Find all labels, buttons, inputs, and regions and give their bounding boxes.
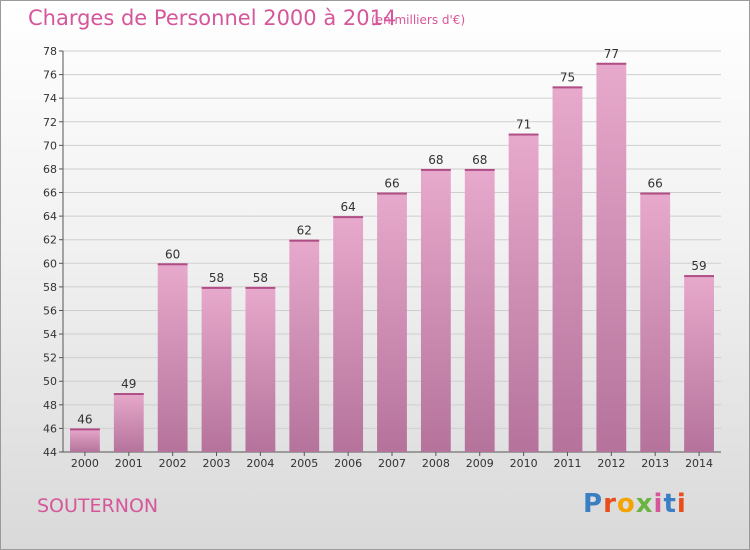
x-tick-label: 2000 <box>71 457 99 470</box>
y-tick-label: 50 <box>43 375 57 388</box>
bar <box>464 168 495 453</box>
bar-value-label: 77 <box>604 47 619 61</box>
labels: 44 46 48 50 52 54 56 58 60 62 64 66 68 70 72 74 76 78 46 20… <box>43 45 713 470</box>
logo-letter: i <box>676 489 687 519</box>
x-tick-label: 2012 <box>597 457 625 470</box>
bar <box>420 168 451 453</box>
bar-top-edge <box>157 263 188 266</box>
bar-value-label: 71 <box>516 118 531 132</box>
logo-letter: P <box>583 489 604 519</box>
bar-top-edge <box>508 133 539 136</box>
y-tick-label: 62 <box>43 234 57 247</box>
bar <box>289 239 320 452</box>
y-tick-label: 70 <box>43 139 57 152</box>
bar <box>377 192 407 452</box>
bar <box>157 263 188 452</box>
bar-top-edge <box>640 192 671 195</box>
logo-letter: t <box>663 489 677 519</box>
x-tick-label: 2008 <box>422 457 450 470</box>
bar-value-label: 68 <box>428 153 443 167</box>
logo-letter: i <box>653 489 664 519</box>
logo-letter: r <box>603 489 617 519</box>
bar <box>70 428 100 452</box>
logo-letter: x <box>635 489 654 519</box>
x-tick-label: 2010 <box>510 457 538 470</box>
x-tick-label: 2006 <box>334 457 362 470</box>
bar <box>333 216 364 452</box>
commune-name: SOUTERNON <box>37 495 159 517</box>
y-tick-label: 54 <box>43 328 57 341</box>
y-tick-label: 68 <box>43 163 57 176</box>
y-tick-label: 74 <box>43 92 57 105</box>
bar-value-label: 58 <box>209 271 224 285</box>
bar-top-edge <box>420 168 451 171</box>
bar-value-label: 46 <box>77 412 92 426</box>
bar-top-edge <box>201 286 232 289</box>
x-tick-label: 2009 <box>466 457 494 470</box>
x-tick-label: 2004 <box>246 457 274 470</box>
bar-value-label: 66 <box>648 177 663 191</box>
bar <box>245 286 276 452</box>
bar-value-label: 60 <box>165 247 180 261</box>
bar-value-label: 49 <box>121 377 136 391</box>
x-tick-label: 2005 <box>290 457 318 470</box>
bar-top-edge <box>245 286 276 289</box>
bar-top-edge <box>289 239 320 242</box>
x-tick-label: 2014 <box>685 457 713 470</box>
bar-value-label: 66 <box>384 177 399 191</box>
chart-unit-label: (en milliers d'€) <box>371 13 466 27</box>
x-tick-label: 2002 <box>159 457 187 470</box>
bar-value-label: 64 <box>340 200 355 214</box>
x-tick-label: 2011 <box>553 457 581 470</box>
bar-top-edge <box>113 393 144 396</box>
bar-value-label: 58 <box>253 271 268 285</box>
y-tick-label: 72 <box>43 116 57 129</box>
bar-top-edge <box>377 192 407 195</box>
y-tick-label: 78 <box>43 45 57 58</box>
y-tick-label: 60 <box>43 257 57 270</box>
bar <box>201 286 232 452</box>
bar <box>596 62 627 452</box>
x-tick-label: 2003 <box>203 457 231 470</box>
y-tick-label: 52 <box>43 352 57 365</box>
x-tick-label: 2013 <box>641 457 669 470</box>
bars <box>70 62 714 453</box>
proxiti-logo: Proxiti <box>583 489 687 519</box>
bar <box>113 393 144 452</box>
y-tick-label: 58 <box>43 281 57 294</box>
bar <box>508 133 539 452</box>
bar-value-label: 68 <box>472 153 487 167</box>
bar-top-edge <box>552 86 583 89</box>
y-tick-label: 46 <box>43 422 57 435</box>
y-tick-label: 66 <box>43 187 57 200</box>
y-tick-label: 76 <box>43 69 57 82</box>
bar-top-edge <box>464 168 495 171</box>
logo-letter: o <box>616 489 636 519</box>
y-tick-label: 48 <box>43 399 57 412</box>
y-tick-label: 56 <box>43 304 57 317</box>
bar-top-edge <box>333 216 364 219</box>
bar-top-edge <box>70 428 100 431</box>
y-tick-label: 64 <box>43 210 57 223</box>
bar-top-edge <box>684 275 714 278</box>
bar-top-edge <box>596 62 627 65</box>
bar-value-label: 75 <box>560 70 575 84</box>
bar <box>552 86 583 452</box>
bar-value-label: 62 <box>297 224 312 238</box>
chart-title: Charges de Personnel 2000 à 2014 <box>28 6 397 30</box>
y-tick-label: 44 <box>43 446 57 459</box>
bar <box>684 275 714 452</box>
bar <box>640 192 671 452</box>
bar-value-label: 59 <box>691 259 706 273</box>
x-tick-label: 2001 <box>115 457 143 470</box>
x-tick-label: 2007 <box>378 457 406 470</box>
